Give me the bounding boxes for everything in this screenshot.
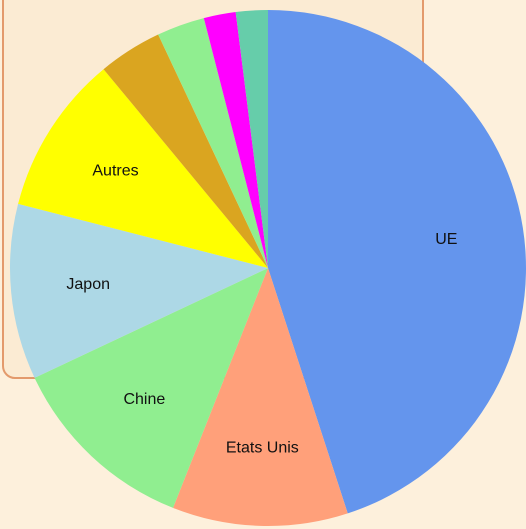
pie-slice bbox=[34, 268, 268, 508]
pie-slice bbox=[10, 203, 269, 378]
pie-slice bbox=[18, 69, 268, 268]
pie-slice bbox=[203, 12, 268, 268]
pie-slice bbox=[268, 10, 526, 514]
pie-slice bbox=[158, 18, 268, 268]
pie: UE Etats Unis Chine Japon Autres bbox=[10, 10, 526, 526]
slice-label: Japon bbox=[66, 276, 110, 293]
slice-label: Autres bbox=[92, 162, 138, 179]
slice-label: UE bbox=[435, 231, 457, 248]
pie-slice bbox=[235, 10, 268, 268]
slice-label: Chine bbox=[123, 391, 165, 408]
slice-label: Etats Unis bbox=[226, 440, 299, 457]
pie-slice bbox=[173, 268, 348, 526]
pie-slice bbox=[103, 34, 268, 268]
